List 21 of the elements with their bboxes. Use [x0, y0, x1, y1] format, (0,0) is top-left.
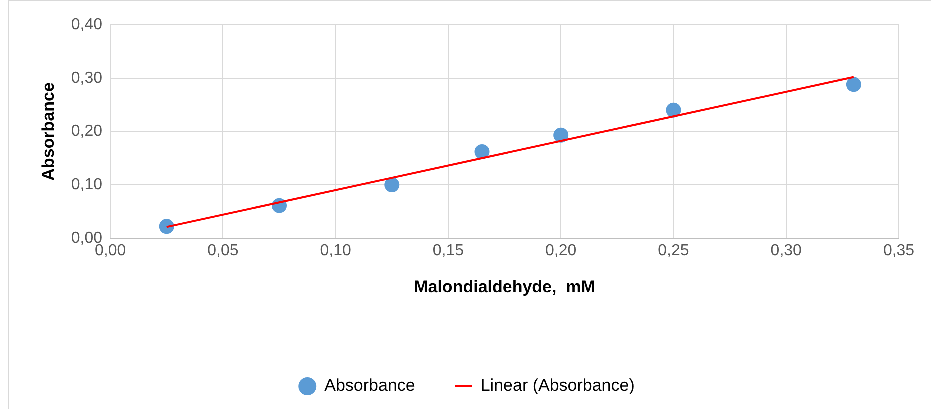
legend-label: Linear (Absorbance)	[480, 376, 635, 396]
x-tick-label: 0,20	[546, 242, 577, 260]
y-tick-label: 0,20	[71, 123, 103, 140]
x-tick-label: 0,35	[883, 242, 915, 260]
point	[159, 219, 174, 234]
x-tick-label: 0,10	[320, 242, 352, 260]
y-axis-title: Absorbance	[38, 82, 58, 181]
legend-label: Absorbance	[324, 376, 416, 396]
point	[666, 102, 682, 118]
x-tick-label: 0,30	[770, 242, 802, 260]
y-tick-label: 0,10	[71, 176, 103, 194]
x-axis-title: Malondialdehyde, mM	[414, 277, 596, 296]
point	[474, 144, 490, 160]
point	[846, 77, 862, 92]
y-tick-label: 0,30	[71, 70, 103, 87]
x-tick-label: 0,25	[658, 242, 690, 260]
point	[384, 178, 400, 193]
y-tick-label: 0,40	[71, 16, 103, 34]
x-tick-label: 0,05	[208, 242, 239, 260]
x-tick-label: 0,00	[94, 242, 126, 260]
x-tick-label: 0,15	[432, 242, 464, 260]
